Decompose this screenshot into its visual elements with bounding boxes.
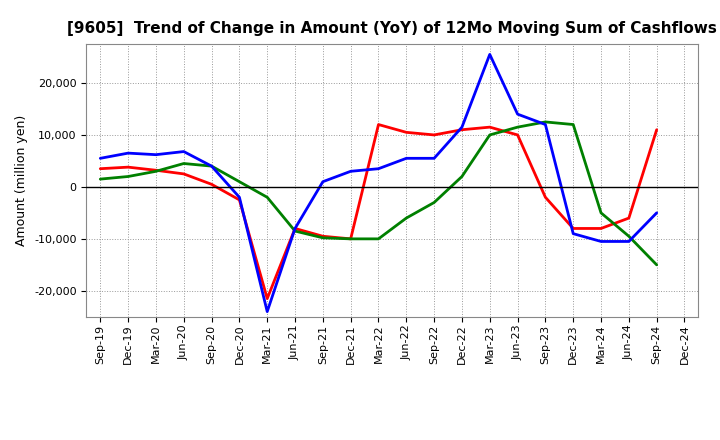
Operating Cashflow: [179, 171, 188, 176]
Operating Cashflow: [235, 197, 243, 202]
Free Cashflow: [485, 52, 494, 57]
Investing Cashflow: [207, 164, 216, 169]
Line: Free Cashflow: Free Cashflow: [100, 55, 657, 312]
Investing Cashflow: [263, 194, 271, 200]
Operating Cashflow: [624, 216, 633, 221]
Free Cashflow: [263, 309, 271, 314]
Operating Cashflow: [430, 132, 438, 138]
Investing Cashflow: [179, 161, 188, 166]
Investing Cashflow: [597, 210, 606, 216]
Free Cashflow: [652, 210, 661, 216]
Free Cashflow: [124, 150, 132, 156]
Free Cashflow: [541, 122, 550, 127]
Operating Cashflow: [124, 165, 132, 170]
Investing Cashflow: [124, 174, 132, 179]
Operating Cashflow: [291, 226, 300, 231]
Operating Cashflow: [207, 182, 216, 187]
Free Cashflow: [458, 125, 467, 130]
Line: Investing Cashflow: Investing Cashflow: [100, 122, 657, 265]
Operating Cashflow: [96, 166, 104, 171]
Operating Cashflow: [597, 226, 606, 231]
Investing Cashflow: [402, 216, 410, 221]
Operating Cashflow: [346, 236, 355, 242]
Investing Cashflow: [235, 179, 243, 184]
Free Cashflow: [152, 152, 161, 158]
Title: [9605]  Trend of Change in Amount (YoY) of 12Mo Moving Sum of Cashflows: [9605] Trend of Change in Amount (YoY) o…: [68, 21, 717, 36]
Investing Cashflow: [374, 236, 383, 242]
Free Cashflow: [179, 149, 188, 154]
Free Cashflow: [235, 194, 243, 200]
Operating Cashflow: [458, 127, 467, 132]
Investing Cashflow: [624, 234, 633, 239]
Operating Cashflow: [263, 296, 271, 301]
Investing Cashflow: [430, 200, 438, 205]
Investing Cashflow: [96, 176, 104, 182]
Free Cashflow: [569, 231, 577, 236]
Operating Cashflow: [152, 168, 161, 173]
Investing Cashflow: [569, 122, 577, 127]
Free Cashflow: [597, 239, 606, 244]
Free Cashflow: [374, 166, 383, 171]
Investing Cashflow: [652, 262, 661, 268]
Investing Cashflow: [513, 125, 522, 130]
Operating Cashflow: [374, 122, 383, 127]
Investing Cashflow: [346, 236, 355, 242]
Free Cashflow: [513, 111, 522, 117]
Free Cashflow: [318, 179, 327, 184]
Operating Cashflow: [318, 234, 327, 239]
Operating Cashflow: [485, 125, 494, 130]
Operating Cashflow: [569, 226, 577, 231]
Free Cashflow: [430, 156, 438, 161]
Free Cashflow: [624, 239, 633, 244]
Investing Cashflow: [458, 174, 467, 179]
Operating Cashflow: [652, 127, 661, 132]
Free Cashflow: [291, 226, 300, 231]
Investing Cashflow: [152, 169, 161, 174]
Line: Operating Cashflow: Operating Cashflow: [100, 125, 657, 299]
Operating Cashflow: [402, 130, 410, 135]
Investing Cashflow: [291, 228, 300, 234]
Free Cashflow: [207, 164, 216, 169]
Investing Cashflow: [318, 235, 327, 240]
Operating Cashflow: [513, 132, 522, 138]
Free Cashflow: [402, 156, 410, 161]
Investing Cashflow: [541, 119, 550, 125]
Operating Cashflow: [541, 194, 550, 200]
Investing Cashflow: [485, 132, 494, 138]
Free Cashflow: [346, 169, 355, 174]
Y-axis label: Amount (million yen): Amount (million yen): [16, 115, 29, 246]
Free Cashflow: [96, 156, 104, 161]
